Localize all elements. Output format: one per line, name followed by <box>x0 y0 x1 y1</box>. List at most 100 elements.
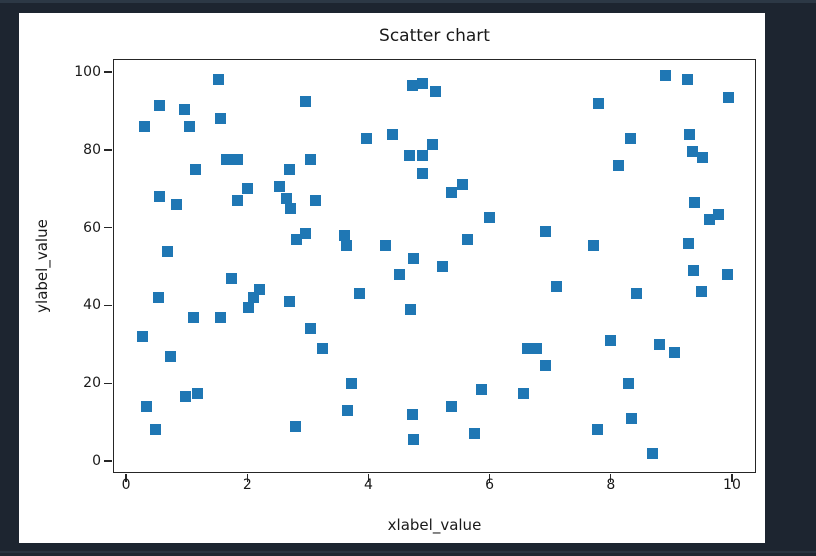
scatter-point <box>531 342 543 354</box>
scatter-point <box>408 253 420 265</box>
scatter-point <box>605 335 617 346</box>
scatter-point <box>284 163 296 175</box>
plot-area: 0 2 4 6 8 10 0 20 40 60 80 100 <box>74 59 756 493</box>
scatter-point <box>688 264 700 276</box>
scatter-point <box>405 303 417 315</box>
scatter-point <box>540 360 552 372</box>
scatter-point <box>247 292 259 304</box>
scatter-point <box>445 187 457 199</box>
scatter-point <box>456 179 468 191</box>
scatter-point <box>518 387 530 399</box>
scatter-point <box>345 377 357 389</box>
scatter-point <box>625 412 637 424</box>
x-tick-mark <box>610 473 612 482</box>
x-tick-label: 10 <box>723 477 741 493</box>
scatter-point <box>722 268 734 280</box>
scatter-point <box>484 212 496 224</box>
scatter-point <box>161 245 173 257</box>
y-tick-label: 100 <box>74 64 101 81</box>
y-tick-mark <box>104 149 113 151</box>
scatter-point <box>341 405 353 417</box>
scatter-point <box>153 292 165 304</box>
y-tick-label: 40 <box>83 297 101 314</box>
window-bottom-strip <box>0 551 816 553</box>
x-tick-label: 6 <box>485 477 495 493</box>
scatter-point <box>190 163 202 175</box>
scatter-point <box>241 183 253 195</box>
scatter-point <box>613 159 625 171</box>
scatter-point <box>379 239 391 251</box>
scatter-point <box>153 191 165 203</box>
scatter-point <box>426 138 438 150</box>
scatter-point <box>340 239 352 251</box>
scatter-point <box>179 103 191 115</box>
scatter-point <box>683 237 695 249</box>
y-tick-mark <box>104 460 113 462</box>
y-axis-label: ylabel_value <box>33 219 51 313</box>
scatter-point <box>232 154 244 166</box>
scatter-point <box>191 387 203 399</box>
scatter-point <box>696 152 708 164</box>
scatter-point <box>468 428 480 440</box>
y-tick-mark <box>104 226 113 229</box>
scatter-point <box>285 202 297 214</box>
scatter-point <box>150 424 162 436</box>
scatter-point <box>722 91 734 103</box>
scatter-point <box>284 296 296 308</box>
scatter-point <box>625 132 637 144</box>
window-top-strip <box>0 0 816 3</box>
scatter-point <box>280 193 292 204</box>
scatter-point <box>417 78 429 90</box>
scatter-point <box>226 272 238 284</box>
chart-figure: Scatter chart 0 2 4 6 8 10 0 20 40 60 80 100 xlabel… <box>19 13 765 543</box>
scatter-point <box>232 194 244 206</box>
scatter-point <box>406 408 418 420</box>
scatter-point <box>653 338 665 350</box>
x-tick-label: 2 <box>242 477 252 493</box>
scatter-point <box>299 95 311 107</box>
scatter-point <box>588 239 600 251</box>
scatter-point <box>417 167 429 179</box>
scatter-point <box>687 146 699 158</box>
x-tick-mark <box>125 473 127 482</box>
scatter-point <box>304 323 316 335</box>
scatter-point <box>712 208 724 220</box>
scatter-point <box>213 74 225 86</box>
scatter-point <box>170 198 182 210</box>
x-tick-mark <box>731 473 733 482</box>
scatter-point <box>310 194 322 206</box>
scatter-point <box>188 311 200 323</box>
scatter-point <box>403 150 415 162</box>
scatter-point <box>668 346 680 358</box>
y-tick-label: 20 <box>83 375 101 392</box>
chart-title: Scatter chart <box>379 26 490 46</box>
scatter-point <box>540 226 552 238</box>
scatter-point <box>138 121 150 133</box>
x-tick-label: 0 <box>121 477 131 493</box>
x-tick-mark <box>246 473 248 482</box>
scatter-point <box>429 86 441 97</box>
scatter-point <box>215 113 227 125</box>
scatter-point <box>179 391 191 403</box>
scatter-point <box>659 70 671 82</box>
scatter-point <box>407 434 419 446</box>
scatter-point <box>220 154 232 166</box>
scatter-point <box>437 261 449 273</box>
scatter-point <box>630 288 642 300</box>
x-tick-mark <box>367 473 370 482</box>
scatter-point <box>387 128 399 140</box>
scatter-point <box>646 447 658 459</box>
y-tick-label: 60 <box>83 219 101 236</box>
scatter-point <box>475 383 487 395</box>
scatter-point <box>140 401 152 413</box>
x-tick-label: 8 <box>606 477 616 493</box>
scatter-point <box>591 424 603 436</box>
scatter-point <box>215 311 227 323</box>
scatter-point <box>253 284 265 296</box>
x-tick-mark <box>488 473 491 482</box>
scatter-point <box>164 350 176 362</box>
scatter-point <box>394 268 406 280</box>
x-axis-label: xlabel_value <box>387 516 482 534</box>
scatter-point <box>273 181 285 193</box>
